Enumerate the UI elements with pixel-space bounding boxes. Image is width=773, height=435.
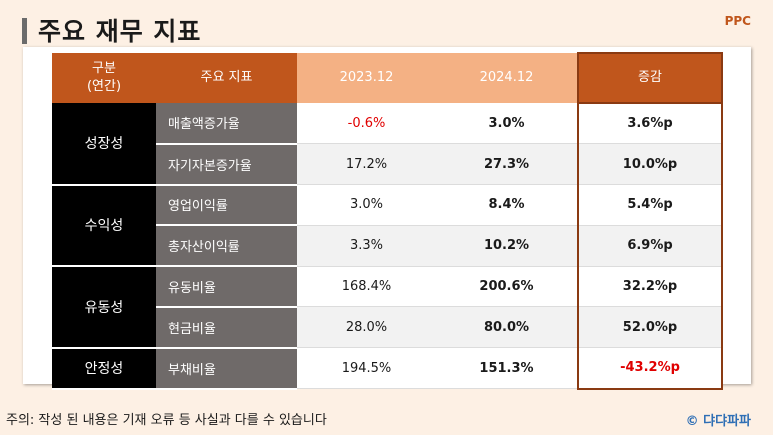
brand-label: PPC	[724, 14, 751, 28]
table-row: 자기자본증가율 17.2% 27.3% 10.0%p	[52, 143, 723, 186]
category-profitability: 수익성	[52, 184, 156, 268]
value-2023: 17.2%	[297, 143, 436, 186]
value-2024: 80.0%	[436, 306, 578, 349]
table-row: 수익성 영업이익률 3.0% 8.4% 5.4%p	[52, 184, 723, 268]
metric-name: 영업이익률	[156, 184, 297, 227]
category-liquidity: 유동성	[52, 266, 156, 349]
value-2023: 28.0%	[297, 306, 436, 349]
value-2024: 27.3%	[436, 143, 578, 186]
header-category-label: 구분 (연간)	[86, 61, 122, 94]
header-2024: 2024.12	[436, 53, 578, 103]
value-diff: 32.2%p	[577, 266, 723, 308]
value-diff: 6.9%p	[577, 225, 723, 267]
value-2024: 10.2%	[436, 225, 578, 267]
financial-table-panel: 구분 (연간) 주요 지표 2023.12 2024.12 증감 성장성 매출액…	[23, 47, 751, 390]
header-diff: 증감	[577, 52, 723, 104]
page-title: 주요 재무 지표	[38, 17, 202, 46]
metric-name: 유동비율	[156, 266, 297, 308]
value-2023: 3.0%	[297, 184, 436, 226]
table-row: 안정성 부채비율 194.5% 151.3% -43.2%p	[52, 347, 723, 390]
value-diff: -43.2%p	[577, 347, 723, 390]
header-2023: 2023.12	[297, 53, 436, 103]
header-category: 구분 (연간)	[52, 53, 156, 103]
value-diff: 5.4%p	[577, 184, 723, 226]
metric-name: 부채비율	[156, 347, 297, 390]
value-diff: 3.6%p	[577, 103, 723, 145]
table-row: 현금비율 28.0% 80.0% 52.0%p	[52, 306, 723, 349]
metric-name: 현금비율	[156, 306, 297, 349]
value-2024: 8.4%	[436, 184, 578, 226]
category-growth: 성장성	[52, 103, 156, 186]
metric-name: 총자산이익률	[156, 225, 297, 268]
table-row: 총자산이익률 3.3% 10.2% 6.9%p	[52, 225, 723, 268]
footer-brand: © 댜댜파파	[685, 414, 751, 429]
value-2023: 168.4%	[297, 266, 436, 308]
metric-name: 자기자본증가율	[156, 143, 297, 186]
value-diff: 10.0%p	[577, 143, 723, 186]
title-accent-bar	[22, 18, 27, 44]
value-2023: -0.6%	[297, 103, 436, 145]
header-metric: 주요 지표	[156, 53, 297, 103]
financial-indicators-table: 구분 (연간) 주요 지표 2023.12 2024.12 증감 성장성 매출액…	[52, 52, 723, 390]
disclaimer-note: 주의: 작성 된 내용은 기재 오류 등 사실과 다를 수 있습니다	[6, 413, 327, 428]
value-2024: 3.0%	[436, 103, 578, 145]
table-row: 성장성 매출액증가율 -0.6% 3.0% 3.6%p	[52, 103, 723, 186]
table-row: 유동성 유동비율 168.4% 200.6% 32.2%p	[52, 266, 723, 349]
value-2023: 3.3%	[297, 225, 436, 267]
table-header-row: 구분 (연간) 주요 지표 2023.12 2024.12 증감	[52, 52, 723, 104]
metric-name: 매출액증가율	[156, 103, 297, 145]
value-2023: 194.5%	[297, 347, 436, 390]
value-diff: 52.0%p	[577, 306, 723, 349]
value-2024: 151.3%	[436, 347, 578, 390]
category-stability: 안정성	[52, 347, 156, 390]
value-2024: 200.6%	[436, 266, 578, 308]
